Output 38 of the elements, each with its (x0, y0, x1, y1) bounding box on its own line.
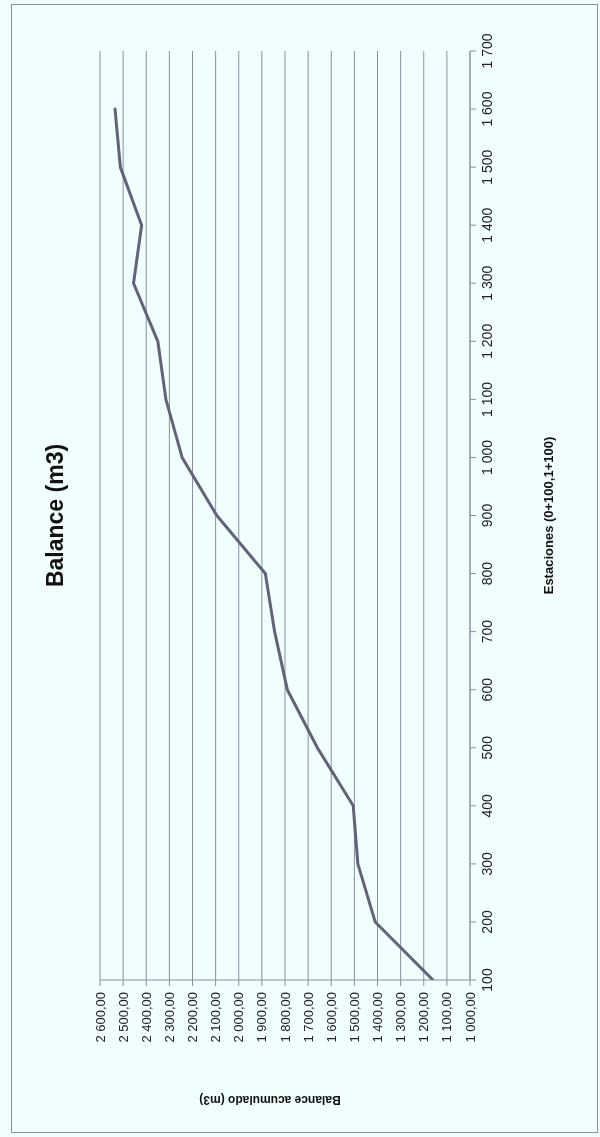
x-tick-label: 2 400,00 (138, 992, 154, 1043)
y-tick-label: 500 (479, 735, 496, 760)
y-tick-label: 700 (479, 619, 496, 644)
y-tick-label: 900 (479, 503, 496, 528)
y-tick-label: 800 (479, 561, 496, 586)
x-tick-label: 1 000,00 (462, 992, 478, 1043)
y-tick-label: 1 600 (479, 91, 496, 127)
x-tick-label: 1 700,00 (300, 992, 316, 1043)
y-axis-title: Estaciones (0+100,1+100) (540, 436, 556, 595)
x-tick-label: 1 200,00 (416, 992, 432, 1043)
text: Balance (m3) (42, 443, 68, 588)
x-tick-label: 1 100,00 (439, 992, 455, 1043)
y-tick-label: 300 (479, 851, 496, 876)
y-tick-label: 600 (479, 677, 496, 702)
y-tick-label: 1 500 (479, 149, 496, 185)
x-tick-label: 2 300,00 (161, 992, 177, 1043)
y-tick-label: 100 (479, 968, 496, 992)
x-tick-label: 2 600,00 (92, 992, 108, 1043)
y-tick-label: 200 (479, 910, 496, 934)
y-tick-label: 1 100 (479, 381, 496, 417)
x-tick-label: 1 600,00 (323, 992, 339, 1043)
line-series (113, 107, 435, 980)
y-tick-label: 1 700 (479, 33, 496, 69)
x-tick-label: 2 000,00 (231, 992, 247, 1043)
x-tick-label: 2 200,00 (185, 992, 200, 1043)
y-tick-label: 400 (479, 793, 496, 818)
y-tick-label: 1 200 (479, 323, 496, 359)
x-tick-label: 1 500,00 (346, 992, 362, 1043)
y-tick-label: 1 300 (479, 265, 496, 301)
x-tick-label: 1 400,00 (370, 992, 385, 1043)
x-tick-label: 2 100,00 (208, 992, 224, 1043)
y-tick-label: 1 400 (479, 207, 496, 243)
x-tick-label: 1 800,00 (277, 992, 293, 1043)
x-axis-title: Balance acumulado (m3) (199, 1093, 341, 1107)
x-tick-label: 2 500,00 (115, 992, 131, 1043)
y-tick-label: 1 000 (479, 439, 496, 475)
x-tick-label: 1 300,00 (393, 992, 409, 1043)
x-tick-label: 1 900,00 (254, 992, 270, 1043)
